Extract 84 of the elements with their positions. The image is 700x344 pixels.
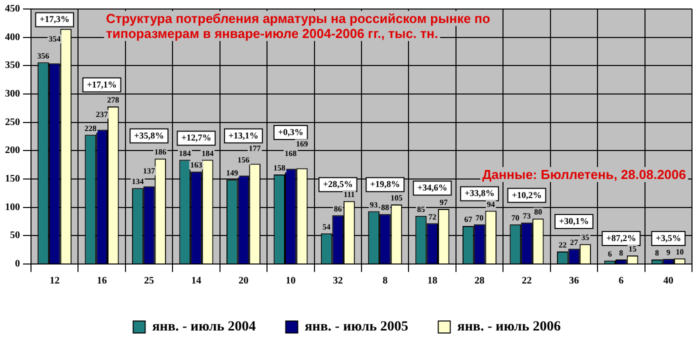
y-tick-label: 400 [5, 32, 20, 43]
data-label: 54 [322, 222, 331, 232]
data-label: 73 [522, 212, 531, 221]
legend-label: янв. - июль 2006 [457, 320, 561, 335]
data-label: 80 [534, 208, 542, 217]
annotation: +17,3% [40, 14, 70, 24]
data-label: 163 [190, 160, 202, 170]
data-label: 111 [344, 190, 355, 200]
data-label: 149 [226, 168, 238, 178]
data-label: 356 [37, 51, 50, 60]
x-tick-label: 8 [382, 276, 388, 287]
data-label: 67 [464, 215, 472, 224]
data-label: 169 [296, 139, 308, 148]
data-label: 70 [476, 213, 484, 222]
annotation: +35,8% [134, 130, 164, 140]
data-label: 354 [48, 34, 61, 44]
data-label: 186 [154, 148, 166, 157]
x-tick-label: 36 [568, 276, 579, 287]
data-label: 70 [511, 213, 520, 222]
y-tick-label: 100 [5, 202, 20, 213]
data-label: 10 [676, 247, 684, 256]
annotation: +10,2% [512, 190, 542, 200]
annotation: +12,7% [181, 132, 212, 143]
x-tick-label: 10 [286, 276, 296, 287]
data-label: 8 [619, 248, 624, 258]
data-label: 97 [440, 198, 448, 208]
data-label: 228 [84, 124, 96, 133]
data-label: 105 [390, 194, 402, 203]
data-label: 278 [107, 96, 120, 105]
annotation: +0,3% [278, 126, 304, 137]
y-tick-label: 300 [5, 88, 20, 100]
data-label: 86 [334, 204, 342, 214]
data-label: 158 [273, 164, 286, 173]
x-tick-label: 22 [522, 276, 532, 287]
annotation: +33,8% [464, 188, 494, 198]
x-tick-label: 25 [144, 276, 154, 287]
y-tick-label: 150 [5, 174, 20, 185]
y-tick-label: 350 [5, 60, 20, 72]
data-label: 184 [202, 148, 214, 158]
data-label: 137 [143, 166, 156, 176]
y-tick-label: 250 [5, 116, 20, 128]
annotation: +3,5% [656, 232, 682, 243]
data-label: 94 [486, 200, 495, 209]
data-label: 134 [132, 177, 144, 186]
y-tick-label: 450 [5, 4, 20, 15]
y-tick-label: 200 [5, 145, 20, 156]
data-label: 15 [628, 244, 637, 254]
data-label: 9 [666, 248, 670, 257]
data-label: 184 [178, 148, 191, 158]
annotation: +30,1% [559, 216, 589, 226]
annotation: +87,2% [606, 232, 636, 243]
text: Структура потребления арматуры на российском рынке по типоразмерам в январе-июле 2004-2006 гг., тыс. тн. [106, 11, 490, 42]
annotation: +28,5% [322, 178, 353, 189]
annotation: +19,8% [370, 178, 400, 189]
data-label: 35 [581, 233, 590, 242]
data-label: 156 [237, 156, 250, 165]
legend-label: янв. - июль 2004 [152, 320, 256, 335]
x-tick-label: 6 [618, 276, 624, 287]
annotation: +17,1% [86, 79, 117, 90]
data-label: 8 [655, 248, 660, 258]
x-tick-label: 12 [50, 276, 60, 287]
x-tick-label: 18 [427, 276, 438, 287]
data-label: 85 [416, 204, 425, 214]
annotation: Данные: Бюллетень, 28.08.2006 [482, 167, 686, 182]
data-label: 6 [608, 250, 612, 259]
data-label: 22 [558, 240, 567, 250]
x-tick-label: 28 [474, 276, 485, 287]
legend-label: янв. - июль 2005 [304, 320, 408, 335]
x-tick-label: 20 [238, 276, 248, 287]
x-tick-label: 32 [332, 276, 343, 287]
data-label: 88 [381, 203, 390, 212]
data-label: 72 [428, 212, 436, 222]
data-label: 168 [284, 148, 297, 158]
y-tick-label: 0 [15, 258, 20, 270]
annotation: +13,1% [228, 130, 258, 140]
data-label: 27 [570, 238, 578, 247]
annotation: +34,6% [417, 182, 448, 192]
data-label: 177 [248, 144, 261, 153]
y-tick-label: 50 [10, 230, 20, 242]
x-tick-label: 16 [96, 276, 107, 287]
x-tick-label: 40 [663, 276, 674, 287]
x-tick-label: 14 [191, 276, 202, 287]
data-label: 93 [370, 200, 378, 210]
data-label: 237 [96, 110, 108, 119]
